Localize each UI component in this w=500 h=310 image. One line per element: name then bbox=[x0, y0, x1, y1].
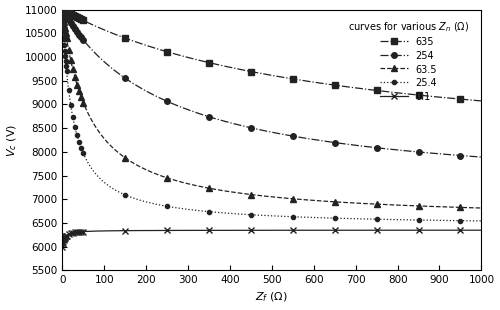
Legend: 635, 254, 63.5, 25.4, 0.1: 635, 254, 63.5, 25.4, 0.1 bbox=[345, 17, 472, 105]
X-axis label: $Z_f$ (Ω): $Z_f$ (Ω) bbox=[256, 291, 288, 304]
Y-axis label: $V_c$ (V): $V_c$ (V) bbox=[6, 123, 19, 157]
